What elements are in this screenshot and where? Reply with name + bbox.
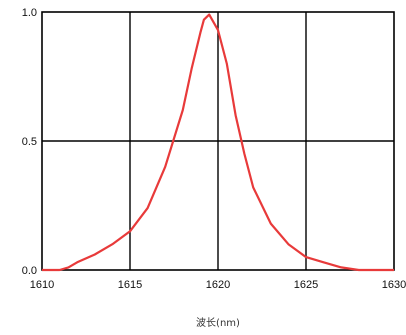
x-tick-label: 1630 <box>382 279 406 291</box>
y-tick-label: 1.0 <box>22 7 37 19</box>
x-tick-label: 1625 <box>294 279 318 291</box>
series-layer <box>42 13 394 272</box>
x-axis-label: 波长(nm) <box>196 316 240 329</box>
x-tick-label: 1610 <box>30 279 54 291</box>
x-tick-label: 1620 <box>206 279 230 291</box>
y-tick-label: 0.5 <box>22 136 37 148</box>
y-tick-label: 0.0 <box>22 265 37 277</box>
axis-labels: 1610 1615 1620 1625 1630 0.0 0.5 1.0 <box>22 7 406 291</box>
series-line <box>42 13 394 272</box>
x-tick-label: 1615 <box>118 279 142 291</box>
grid-lines <box>42 12 394 270</box>
